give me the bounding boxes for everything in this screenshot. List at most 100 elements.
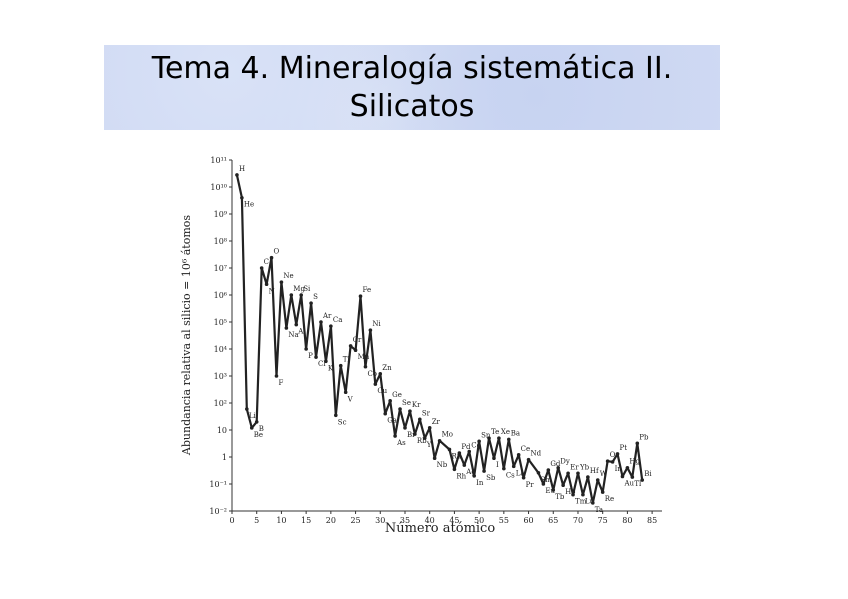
x-tick-label: 50	[474, 516, 484, 525]
data-point	[338, 363, 343, 368]
data-point	[368, 328, 373, 332]
element-label: Sn	[481, 431, 491, 439]
y-axis-label: Abundancia relativa al silicio = 10⁶ áto…	[180, 215, 193, 456]
data-point	[304, 347, 308, 351]
element-label: Be	[254, 431, 263, 439]
data-point	[299, 293, 303, 297]
element-label: P	[308, 352, 313, 360]
title-banner: Tema 4. Mineralogía sistemática II. Sili…	[104, 45, 720, 130]
element-label: S	[313, 293, 318, 301]
data-point	[457, 451, 462, 455]
element-label: I	[496, 461, 499, 469]
element-label: Xe	[501, 428, 510, 436]
y-tick-label: 10⁷	[214, 264, 227, 273]
data-point	[393, 434, 397, 438]
element-label: Se	[402, 399, 411, 407]
data-point	[388, 399, 392, 403]
data-point	[333, 413, 338, 418]
element-label: Ar	[322, 312, 332, 320]
data-point	[610, 460, 615, 464]
element-label: Kr	[412, 401, 421, 409]
y-tick-label: 10⁻²	[209, 507, 227, 516]
element-label: Os	[610, 451, 620, 459]
data-point	[521, 475, 526, 480]
data-point	[264, 282, 269, 287]
element-label: Nb	[437, 461, 448, 469]
data-point	[600, 490, 605, 494]
y-tick-label: 10²	[214, 399, 227, 408]
element-label: Pr	[526, 481, 535, 489]
data-point	[482, 469, 486, 473]
data-point	[309, 301, 313, 305]
data-point	[324, 359, 328, 364]
element-label: Tb	[555, 493, 565, 501]
x-tick-label: 70	[573, 516, 583, 525]
y-tick-label: 10⁴	[214, 345, 227, 354]
data-point	[492, 456, 496, 461]
element-label: Ru	[451, 452, 461, 460]
element-label: Rh	[456, 472, 466, 480]
element-label: Li	[249, 412, 257, 420]
data-point	[329, 324, 333, 328]
x-tick-label: 35	[400, 516, 410, 525]
data-point	[398, 407, 402, 411]
element-label: F	[278, 379, 283, 387]
element-label: Bi	[644, 470, 652, 478]
data-point	[249, 426, 254, 430]
data-point	[408, 409, 412, 413]
y-tick-label: 10¹⁰	[210, 183, 227, 192]
x-tick-label: 30	[375, 516, 385, 525]
x-tick-label: 5	[254, 516, 259, 525]
x-tick-label: 0	[229, 516, 234, 525]
element-label: Mo	[442, 431, 453, 439]
element-label: Cr	[353, 336, 362, 344]
data-point	[294, 322, 299, 327]
element-label: Rb	[417, 437, 427, 445]
element-label: Gd	[550, 460, 561, 468]
data-point	[462, 463, 467, 467]
element-label: Y	[426, 441, 432, 449]
data-point	[235, 173, 239, 177]
x-tick-label: 25	[350, 516, 360, 525]
data-point	[269, 255, 274, 260]
element-label: Na	[288, 331, 298, 339]
y-tick-label: 10¹¹	[210, 156, 227, 165]
element-label: As	[396, 439, 406, 447]
data-point	[526, 457, 531, 462]
data-point	[566, 471, 570, 476]
element-label: Hf	[590, 467, 600, 475]
element-label: W	[600, 470, 608, 478]
element-label: Br	[407, 431, 416, 439]
data-point	[576, 471, 580, 476]
data-point	[274, 374, 279, 378]
element-label: Mg	[293, 285, 305, 293]
element-label: La	[516, 469, 525, 477]
data-point	[432, 456, 437, 461]
data-point	[487, 436, 491, 440]
data-point	[467, 449, 472, 454]
data-point	[556, 465, 561, 470]
data-point	[284, 326, 289, 330]
element-label: Tm	[575, 498, 587, 506]
data-point	[413, 432, 417, 436]
element-label: Pd	[461, 443, 471, 451]
data-point	[581, 492, 585, 497]
element-label: Er	[570, 463, 579, 471]
x-tick-label: 65	[548, 516, 558, 525]
data-point	[472, 474, 476, 478]
y-tick-label: 10	[217, 426, 227, 435]
data-point	[591, 501, 595, 505]
x-tick-label: 75	[598, 516, 608, 525]
y-tick-label: 10⁶	[214, 291, 227, 300]
data-point	[358, 294, 363, 299]
element-label: Ga	[387, 417, 397, 425]
element-label: He	[244, 201, 254, 209]
data-point	[383, 411, 388, 416]
element-label: Cu	[377, 387, 387, 395]
data-point	[353, 348, 358, 353]
data-point	[502, 466, 506, 471]
data-point	[373, 382, 378, 386]
element-label: Ir	[615, 465, 622, 473]
data-point	[477, 439, 481, 444]
